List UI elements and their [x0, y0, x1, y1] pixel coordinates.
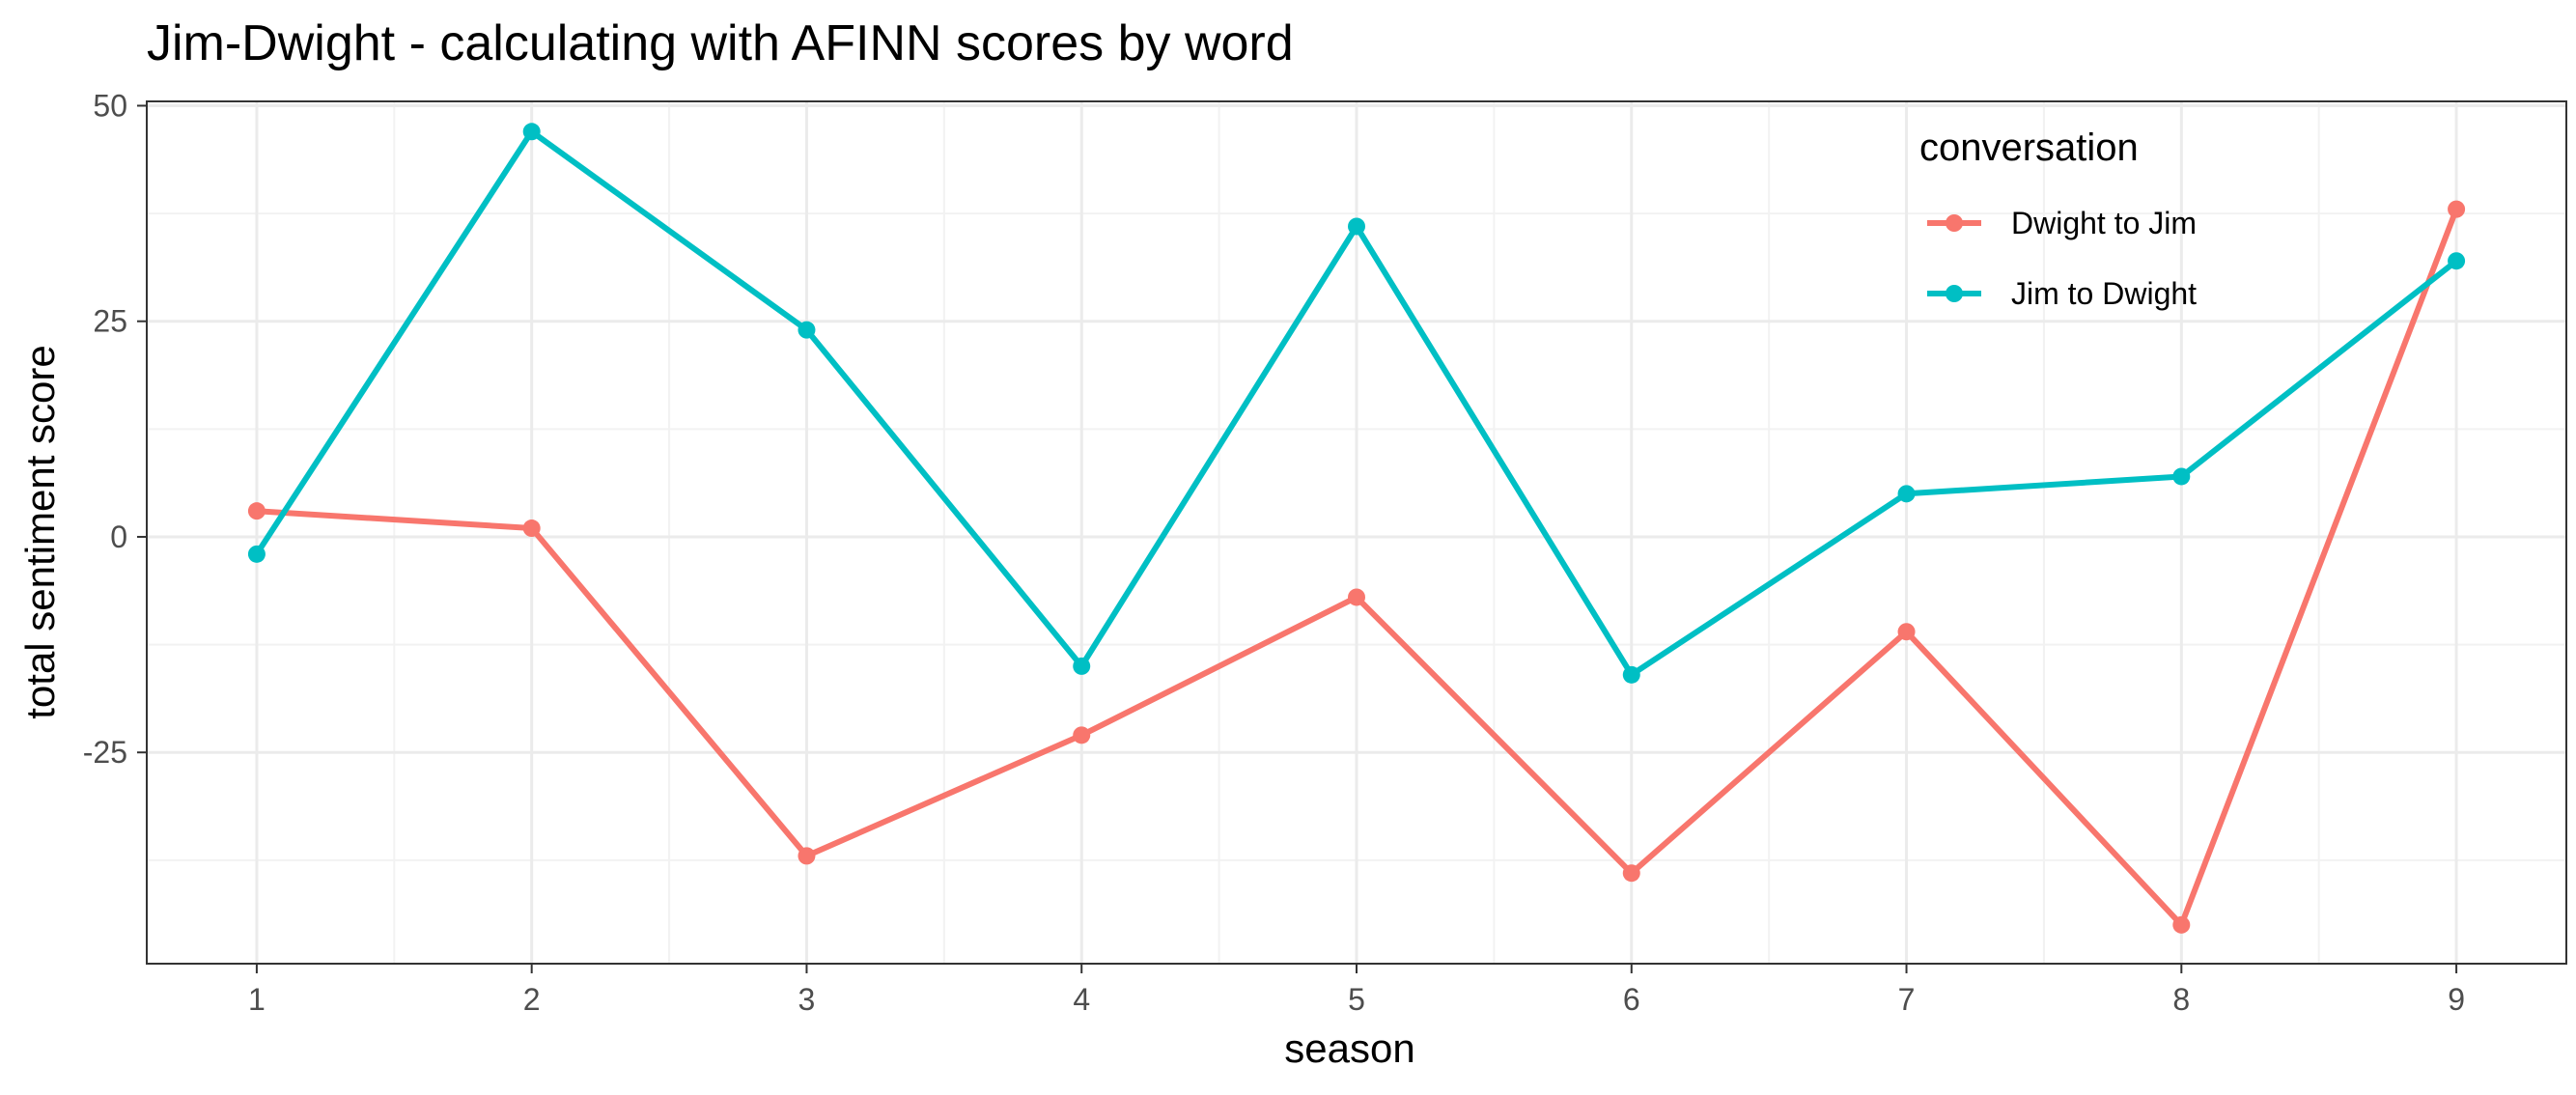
data-point-dwight-to-jim — [798, 847, 816, 865]
data-point-dwight-to-jim — [1897, 623, 1916, 641]
data-point-jim-to-dwight — [2172, 467, 2191, 486]
data-point-dwight-to-jim — [2172, 915, 2191, 934]
legend-label: Dwight to Jim — [2011, 206, 2197, 240]
y-tick-label: 25 — [93, 304, 127, 339]
y-axis-title: total sentiment score — [17, 345, 63, 719]
series-points — [247, 123, 2466, 934]
data-point-dwight-to-jim — [2448, 200, 2466, 218]
x-tick-label: 2 — [523, 982, 541, 1017]
x-tick-label: 5 — [1348, 982, 1365, 1017]
data-point-jim-to-dwight — [1073, 657, 1091, 675]
x-axis-title: season — [1284, 1025, 1414, 1071]
y-axis-ticks: -25 0 25 50 — [83, 88, 147, 770]
data-point-jim-to-dwight — [798, 321, 816, 339]
legend-title: conversation — [1919, 126, 2139, 169]
y-tick-label: -25 — [83, 735, 127, 770]
x-tick-label: 7 — [1898, 982, 1916, 1017]
data-point-jim-to-dwight — [2448, 252, 2466, 270]
data-point-jim-to-dwight — [522, 123, 541, 141]
y-tick-label: 50 — [93, 88, 127, 123]
data-point-dwight-to-jim — [247, 502, 266, 520]
x-tick-label: 3 — [798, 982, 816, 1017]
chart-title: Jim-Dwight - calculating with AFINN scor… — [147, 15, 1294, 71]
legend-label: Jim to Dwight — [2011, 276, 2197, 311]
legend: conversation Dwight to Jim Jim to Dwight — [1919, 126, 2197, 311]
x-tick-label: 1 — [248, 982, 266, 1017]
x-axis-ticks: 1 2 3 4 5 6 7 8 9 — [248, 964, 2465, 1017]
y-tick-label: 0 — [110, 519, 127, 554]
data-point-jim-to-dwight — [1622, 665, 1640, 684]
legend-key-point — [1946, 285, 1963, 302]
data-point-jim-to-dwight — [247, 545, 266, 563]
x-tick-label: 4 — [1073, 982, 1090, 1017]
data-point-jim-to-dwight — [1348, 217, 1365, 236]
data-point-dwight-to-jim — [1622, 864, 1640, 883]
x-tick-label: 8 — [2172, 982, 2190, 1017]
data-point-jim-to-dwight — [1897, 485, 1916, 503]
x-tick-label: 6 — [1623, 982, 1640, 1017]
legend-keys: Dwight to Jim Jim to Dwight — [1927, 206, 2197, 311]
legend-key-point — [1946, 214, 1963, 232]
data-point-dwight-to-jim — [1348, 588, 1365, 606]
data-point-dwight-to-jim — [1073, 726, 1091, 744]
data-point-dwight-to-jim — [522, 519, 541, 538]
x-tick-label: 9 — [2448, 982, 2465, 1017]
